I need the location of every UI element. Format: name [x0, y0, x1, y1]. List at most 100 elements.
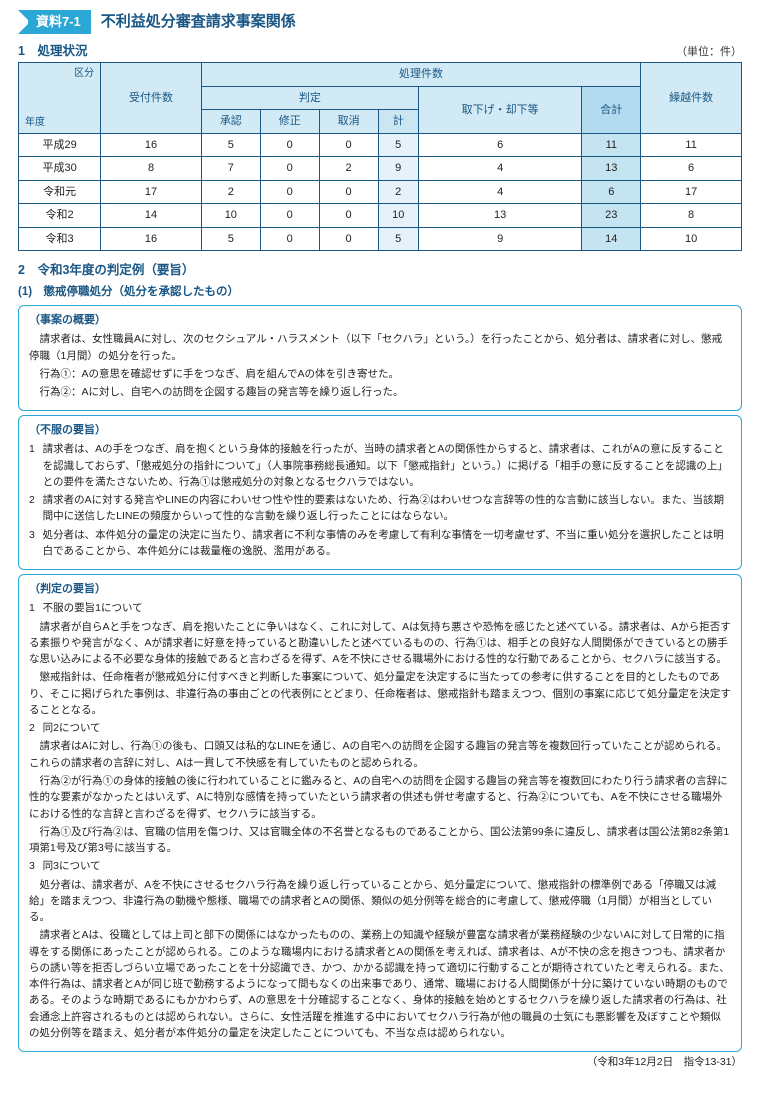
- th-hantei: 判定: [201, 86, 418, 110]
- table-cell: 6: [641, 157, 742, 181]
- box3-title: （判定の要旨）: [29, 581, 731, 598]
- box2-title: （不服の要旨）: [29, 422, 731, 439]
- box1-title: （事案の概要）: [29, 312, 731, 329]
- table-row: 令和316500591410: [19, 227, 742, 251]
- th-torikeshi: 取消: [319, 110, 378, 134]
- table-cell: 5: [201, 227, 260, 251]
- document-title: 不利益処分審査請求事案関係: [101, 11, 296, 34]
- table-cell: 令和3: [19, 227, 101, 251]
- th-kei: 計: [378, 110, 418, 134]
- table-cell: 10: [201, 204, 260, 228]
- box3-h1: 1不服の要旨1について: [29, 600, 731, 616]
- table-cell: 0: [260, 227, 319, 251]
- section2-sub: (1) 懲戒停職処分（処分を承認したもの）: [18, 284, 742, 301]
- box-judgment: （判定の要旨） 1不服の要旨1について 請求者が自らAと手をつなぎ、肩を抱いたこ…: [18, 574, 742, 1052]
- table-cell: 14: [582, 227, 641, 251]
- box2-i1: 1請求者は、Aの手をつなぎ、肩を抱くという身体的接触を行ったが、当時の請求者とA…: [29, 441, 731, 490]
- document-badge: 資料7-1: [18, 10, 91, 34]
- table-cell: 17: [641, 180, 742, 204]
- table-cell: 0: [319, 204, 378, 228]
- box2-i3: 3処分者は、本件処分の量定の決定に当たり、請求者に不利な事情のみを考慮して有利な…: [29, 527, 731, 560]
- table-cell: 6: [418, 133, 581, 157]
- th-goukei: 合計: [582, 86, 641, 133]
- table-cell: 0: [260, 180, 319, 204]
- document-header: 資料7-1 不利益処分審査請求事案関係: [18, 10, 742, 34]
- th-shonin: 承認: [201, 110, 260, 134]
- status-table: 区分 年度 受付件数 処理件数 繰越件数 判定 取下げ・却下等 合計 承認 修正…: [18, 62, 742, 251]
- table-cell: 0: [319, 227, 378, 251]
- table-cell: 9: [418, 227, 581, 251]
- diag-header: 区分 年度: [19, 63, 101, 134]
- table-cell: 11: [641, 133, 742, 157]
- table-cell: 8: [101, 157, 202, 181]
- th-uketsuke: 受付件数: [101, 63, 202, 134]
- table-cell: 7: [201, 157, 260, 181]
- table-cell: 13: [582, 157, 641, 181]
- table-cell: 平成30: [19, 157, 101, 181]
- table-cell: 6: [582, 180, 641, 204]
- box3-h2-txt: 同2について: [43, 722, 101, 734]
- th-shori: 処理件数: [201, 63, 640, 87]
- box3-p1b: 懲戒指針は、任命権者が懲戒処分に付すべきと判断した事案について、処分量定を決定す…: [29, 669, 731, 718]
- footer-note: （令和3年12月2日 指令13-31）: [18, 1055, 742, 1071]
- diag-lower: 年度: [25, 115, 45, 130]
- table-cell: 0: [260, 157, 319, 181]
- table-cell: 14: [101, 204, 202, 228]
- diag-upper: 区分: [74, 66, 94, 81]
- table-cell: 4: [418, 157, 581, 181]
- table-cell: 9: [378, 157, 418, 181]
- box3-p3b: 請求者とAは、役職としては上司と部下の関係にはなかったものの、業務上の知識や経験…: [29, 927, 731, 1041]
- table-cell: 17: [101, 180, 202, 204]
- table-cell: 令和2: [19, 204, 101, 228]
- table-cell: 5: [201, 133, 260, 157]
- table-cell: 5: [378, 133, 418, 157]
- th-shusei: 修正: [260, 110, 319, 134]
- table-row: 平成2916500561111: [19, 133, 742, 157]
- box3-h3-txt: 同3について: [43, 860, 101, 872]
- table-row: 令和21410001013238: [19, 204, 742, 228]
- table-cell: 13: [418, 204, 581, 228]
- table-cell: 2: [378, 180, 418, 204]
- unit-label: （単位：件）: [676, 44, 742, 61]
- table-cell: 0: [319, 180, 378, 204]
- table-cell: 0: [319, 133, 378, 157]
- box3-p2a: 請求者はAに対し、行為①の後も、口頭又は私的なLINEを通じ、Aの自宅への訪問を…: [29, 738, 731, 771]
- box3-p2c: 行為①及び行為②は、官職の信用を傷つけ、又は官職全体の不名誉となるものであること…: [29, 824, 731, 857]
- section2-heading: 2 令和3年度の判定例（要旨）: [18, 261, 742, 280]
- box1-p2: 行為①：Aの意思を確認せずに手をつなぎ、肩を組んでAの体を引き寄せた。: [29, 366, 731, 382]
- box-overview: （事案の概要） 請求者は、女性職員Aに対し、次のセクシュアル・ハラスメント（以下…: [18, 305, 742, 411]
- table-cell: 11: [582, 133, 641, 157]
- box2-i1-txt: 請求者は、Aの手をつなぎ、肩を抱くという身体的接触を行ったが、当時の請求者とAの…: [43, 443, 728, 488]
- section2: 2 令和3年度の判定例（要旨） (1) 懲戒停職処分（処分を承認したもの） （事…: [18, 261, 742, 1071]
- box2-i3-txt: 処分者は、本件処分の量定の決定に当たり、請求者に不利な事情のみを考慮して有利な事…: [43, 529, 724, 557]
- table-cell: 16: [101, 227, 202, 251]
- box1-p1: 請求者は、女性職員Aに対し、次のセクシュアル・ハラスメント（以下「セクハラ」とい…: [29, 331, 731, 364]
- table-cell: 16: [101, 133, 202, 157]
- table-cell: 0: [260, 133, 319, 157]
- table-row: 平成30870294136: [19, 157, 742, 181]
- box2-i2: 2請求者のAに対する発言やLINEの内容にわいせつ性や性的要素はないため、行為②…: [29, 492, 731, 525]
- box2-i2-txt: 請求者のAに対する発言やLINEの内容にわいせつ性や性的要素はないため、行為②は…: [43, 494, 724, 522]
- table-cell: 5: [378, 227, 418, 251]
- table-cell: 4: [418, 180, 581, 204]
- box3-p3a: 処分者は、請求者が、Aを不快にさせるセクハラ行為を繰り返し行っていることから、処…: [29, 877, 731, 926]
- table-cell: 令和元: [19, 180, 101, 204]
- section1-heading: 1 処理状況: [18, 42, 87, 61]
- th-torisage: 取下げ・却下等: [418, 86, 581, 133]
- table-cell: 0: [260, 204, 319, 228]
- box3-h1-txt: 不服の要旨1について: [43, 602, 143, 614]
- box1-p3: 行為②：Aに対し、自宅への訪問を企図する趣旨の発言等を繰り返し行った。: [29, 384, 731, 400]
- table-cell: 2: [201, 180, 260, 204]
- table-cell: 2: [319, 157, 378, 181]
- table-cell: 8: [641, 204, 742, 228]
- table-cell: 10: [641, 227, 742, 251]
- box3-p1a: 請求者が自らAと手をつなぎ、肩を抱いたことに争いはなく、これに対して、Aは気持ち…: [29, 619, 731, 668]
- box3-p2b: 行為②が行為①の身体的接触の後に行われていることに鑑みると、Aの自宅への訪問を企…: [29, 773, 731, 822]
- table-row: 令和元1720024617: [19, 180, 742, 204]
- box3-h2: 2同2について: [29, 720, 731, 736]
- box3-h3: 3同3について: [29, 858, 731, 874]
- box-complaint: （不服の要旨） 1請求者は、Aの手をつなぎ、肩を抱くという身体的接触を行ったが、…: [18, 415, 742, 570]
- table-cell: 10: [378, 204, 418, 228]
- section1-header-row: 1 処理状況 （単位：件）: [18, 42, 742, 61]
- table-cell: 平成29: [19, 133, 101, 157]
